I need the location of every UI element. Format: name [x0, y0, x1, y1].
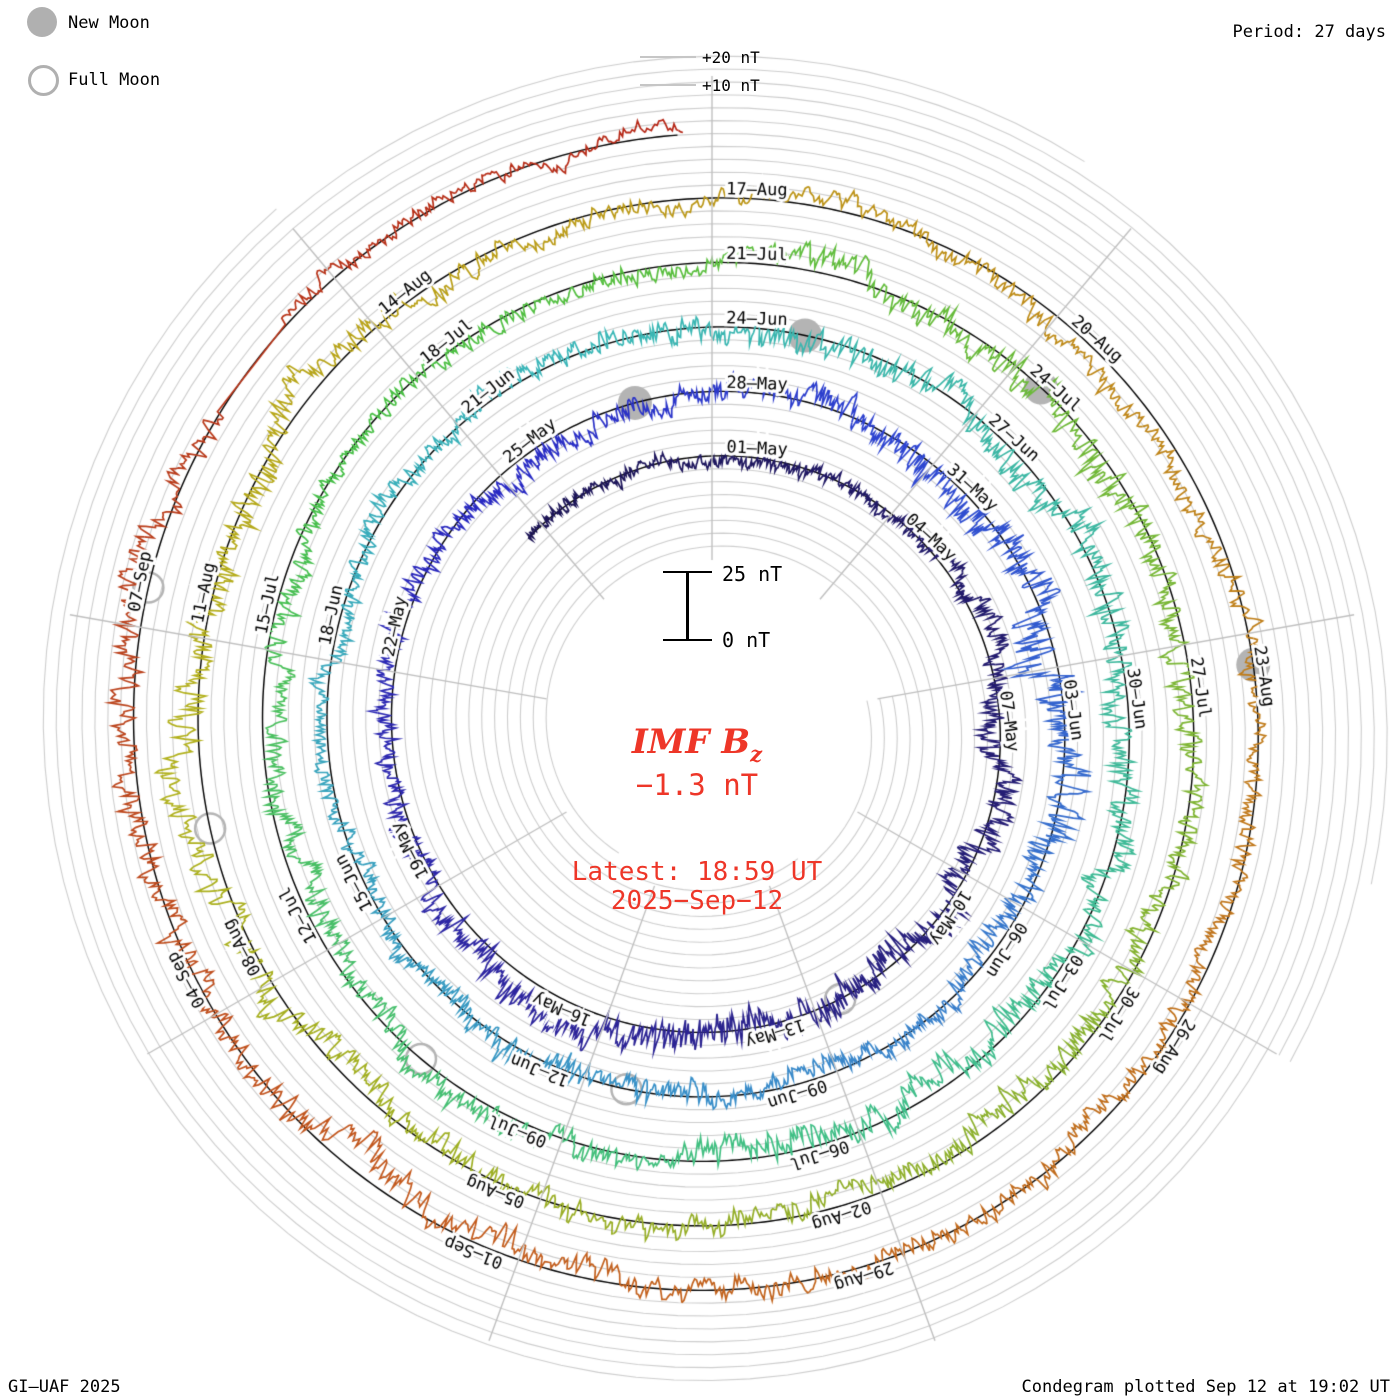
latest-date-label: 2025−Sep−12: [610, 886, 784, 916]
period-label: Period: 27 days: [1232, 22, 1386, 42]
plus10-label: +10 nT: [702, 76, 760, 95]
latest-time-label: Latest: 18:59 UT: [571, 857, 823, 887]
scalebar-bottom-label: 0 nT: [722, 628, 771, 652]
scalebar-bottom-cap: [663, 639, 712, 641]
scalebar-line: [686, 572, 689, 641]
plus10-tick: [640, 84, 696, 86]
imf-bz-title: IMF Bz: [632, 722, 762, 766]
scalebar-top-label: 25 nT: [722, 562, 783, 586]
legend-full-moon-label: Full Moon: [68, 70, 161, 90]
plus20-tick: [640, 56, 696, 58]
legend-new-moon-label: New Moon: [68, 13, 150, 33]
plus20-label: +20 nT: [702, 48, 760, 67]
new-moon-icon: [27, 7, 57, 37]
imf-bz-value: −1.3 nT: [635, 768, 759, 802]
credit-right: Condegram plotted Sep 12 at 19:02 UT: [1021, 1377, 1390, 1397]
scalebar-top-cap: [663, 571, 712, 573]
imf-bz-subscript: z: [750, 741, 763, 767]
full-moon-icon: [28, 65, 59, 96]
imf-bz-title-text: IMF B: [631, 722, 751, 762]
credit-left: GI–UAF 2025: [8, 1377, 121, 1397]
